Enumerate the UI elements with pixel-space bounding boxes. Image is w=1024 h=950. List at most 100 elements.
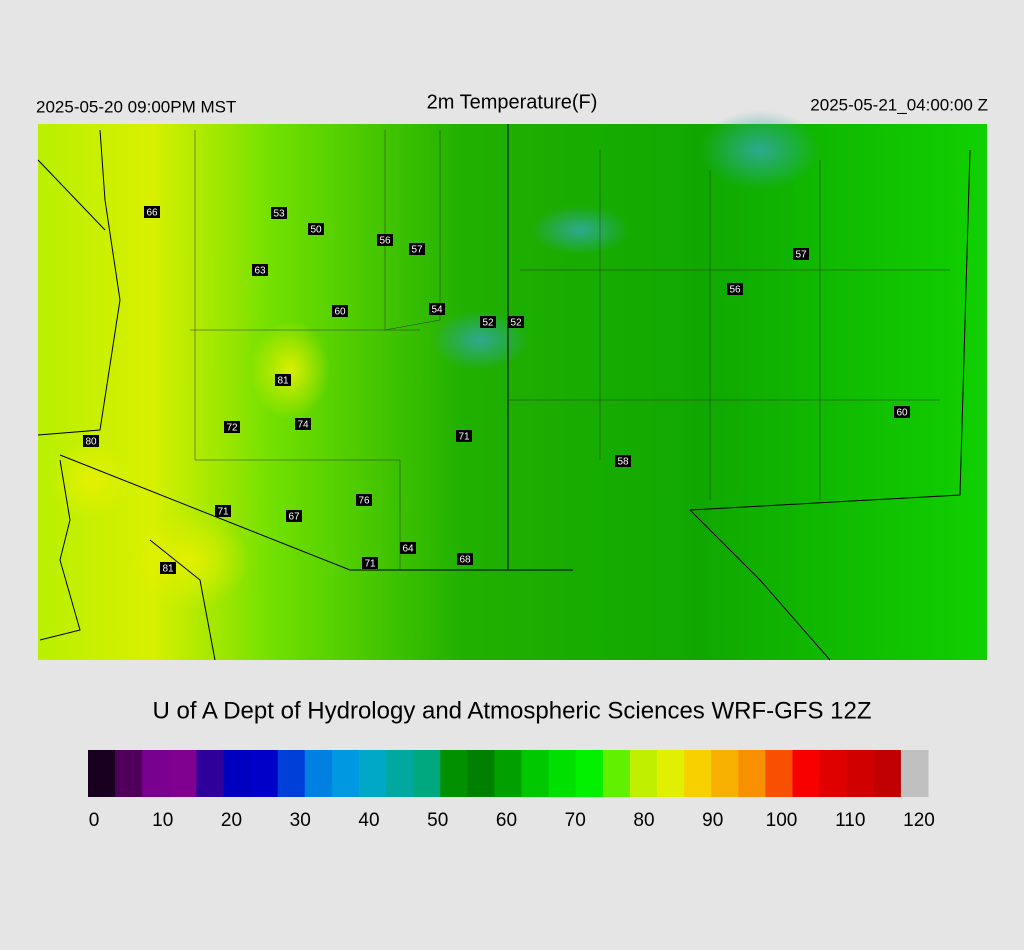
colorbar-cell [413,750,441,797]
colorbar-cell [304,750,333,797]
station-label: 71 [217,507,229,518]
station-label: 64 [402,544,414,555]
colorbar-tick-label: 20 [221,810,242,831]
colorbar-cell [142,750,170,797]
station-label: 60 [896,408,908,419]
station-box [409,243,425,255]
station-label: 68 [459,555,471,566]
colorbar-tick-label: 30 [290,810,311,831]
colorbar-tick-label: 100 [766,810,798,831]
header-left: 2025-05-20 09:00PM MST [36,97,236,116]
warm-patch [130,510,250,610]
colorbar-cell [548,750,577,797]
station-labels: 66 53 50 56 57 63 60 54 52 52 57 56 81 72 74 71 60 58 80 71… [83,206,910,575]
colorbar-cell [467,750,495,797]
station-box [894,406,910,418]
station-label: 72 [226,423,238,434]
station-box [356,494,372,506]
cool-patch [700,110,820,190]
station-box [224,421,240,433]
colorbar: 0 10 20 30 40 50 60 70 80 90 100 110 120 [88,750,935,831]
station-box [793,248,809,260]
cool-patch [530,205,630,255]
colorbar-cell [115,750,143,797]
station-label: 76 [358,496,370,507]
colorbar-tick-label: 60 [496,810,517,831]
station-label: 52 [482,318,494,329]
station-box [286,510,302,522]
station-label: 81 [277,376,289,387]
station-box [144,206,160,218]
station-box [160,562,176,574]
station-label: 63 [254,266,266,277]
station-label: 60 [334,307,346,318]
station-box [332,305,348,317]
colorbar-cell [440,750,468,797]
station-label: 80 [85,437,97,448]
warm-patch [250,320,330,420]
colorbar-cell [738,750,766,797]
station-label: 71 [364,559,376,570]
colorbar-cell [196,750,224,797]
colorbar-cell [358,750,387,797]
warm-patch [50,440,130,520]
colorbar-tick-label: 90 [702,810,723,831]
colorbar-cell [88,750,116,797]
colorbar-cell [223,750,252,797]
header-right: 2025-05-21_04:00:00 Z [810,95,988,114]
colorbar-tick-label: 50 [427,810,448,831]
county-lines [190,130,950,570]
station-label: 71 [458,432,470,443]
station-box [308,223,324,235]
station-box [429,303,445,315]
station-box [295,418,311,430]
colorbar-cell [873,750,902,797]
station-label: 57 [795,250,807,261]
colorbar-cell [629,750,658,797]
station-label: 52 [510,318,522,329]
station-label: 54 [431,305,443,316]
station-box [362,557,378,569]
colorbar-tick-label: 40 [358,810,379,831]
station-label: 74 [297,420,309,431]
station-label: 81 [162,564,174,575]
cool-patch [430,310,530,370]
colorbar-cell [819,750,848,797]
station-label: 56 [729,285,741,296]
colorbar-tick-label: 120 [903,810,935,831]
station-box [400,542,416,554]
station-box [615,455,631,467]
station-label: 53 [273,209,285,220]
station-box [508,316,524,328]
colorbar-cell [765,750,794,797]
station-box [271,207,287,219]
colorbar-cell [575,750,604,797]
station-box [275,374,291,386]
colorbar-cell [277,750,306,797]
colorbar-tick-label: 0 [89,810,100,831]
colorbar-cell [602,750,631,797]
station-box [215,505,231,517]
station-label: 66 [146,208,158,219]
station-box [377,234,393,246]
station-box [457,553,473,565]
station-box [480,316,496,328]
station-box [727,283,743,295]
colorbar-cell [250,750,279,797]
colorbar-tick-label: 110 [835,810,865,831]
colorbar-tick-label: 10 [152,810,173,831]
station-box [456,430,472,442]
colorbar-cell [331,750,360,797]
footer-credit: U of A Dept of Hydrology and Atmospheric… [153,697,872,724]
colorbar-cell [792,750,821,797]
map-title: 2m Temperature(F) [427,91,598,113]
station-box [83,435,99,447]
colorbar-cell [657,750,685,797]
station-label: 58 [617,457,629,468]
station-label: 67 [288,512,300,523]
borders [37,124,971,661]
colorbar-tick-label: 80 [633,810,654,831]
station-box [252,264,268,276]
station-label: 56 [379,236,391,247]
